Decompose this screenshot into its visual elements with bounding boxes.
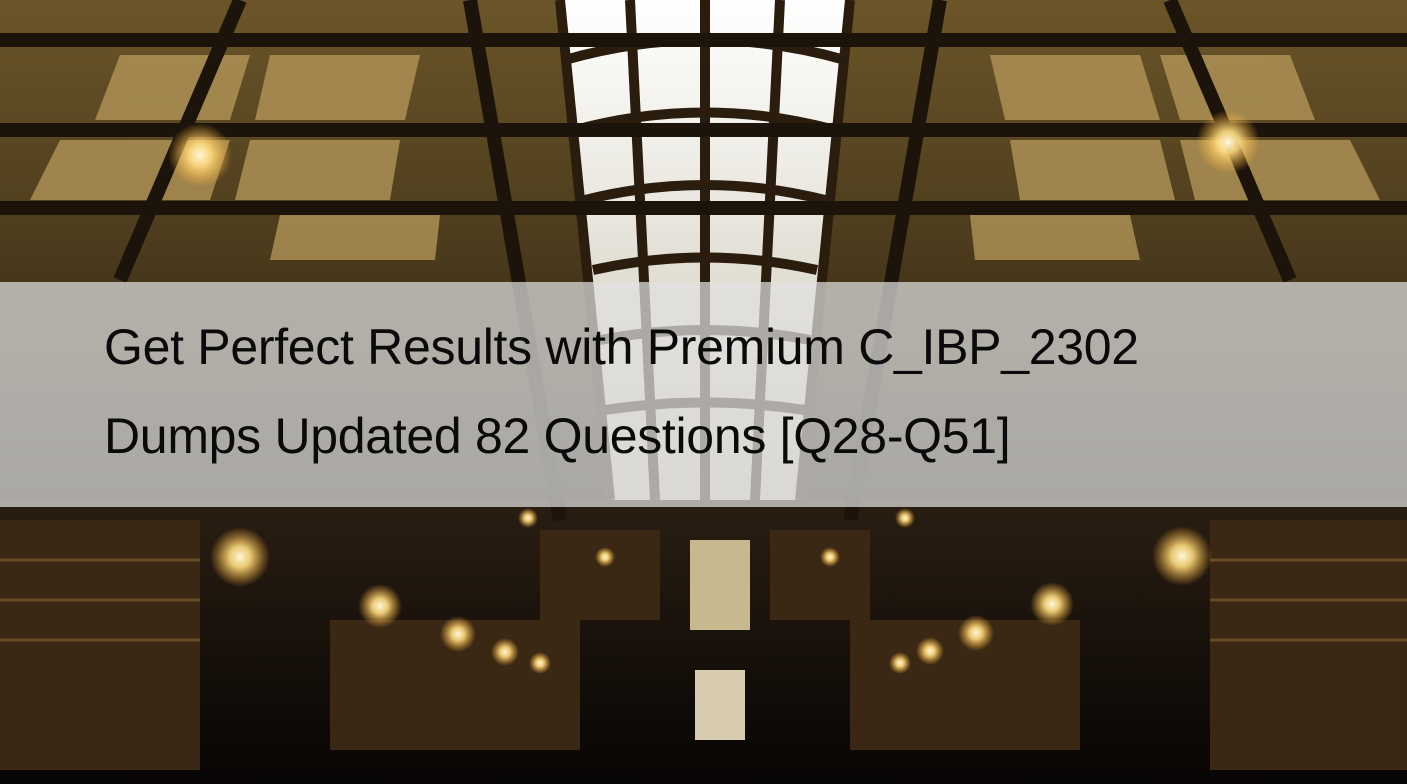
title-banner: [0, 282, 1407, 507]
page: {"banner": {"lines": ["Get Perfect Resul…: [0, 0, 1407, 784]
title-line: Dumps Updated 82 Questions [Q28-Q51]: [104, 407, 1010, 465]
title-line: Get Perfect Results with Premium C_IBP_2…: [104, 318, 1139, 376]
